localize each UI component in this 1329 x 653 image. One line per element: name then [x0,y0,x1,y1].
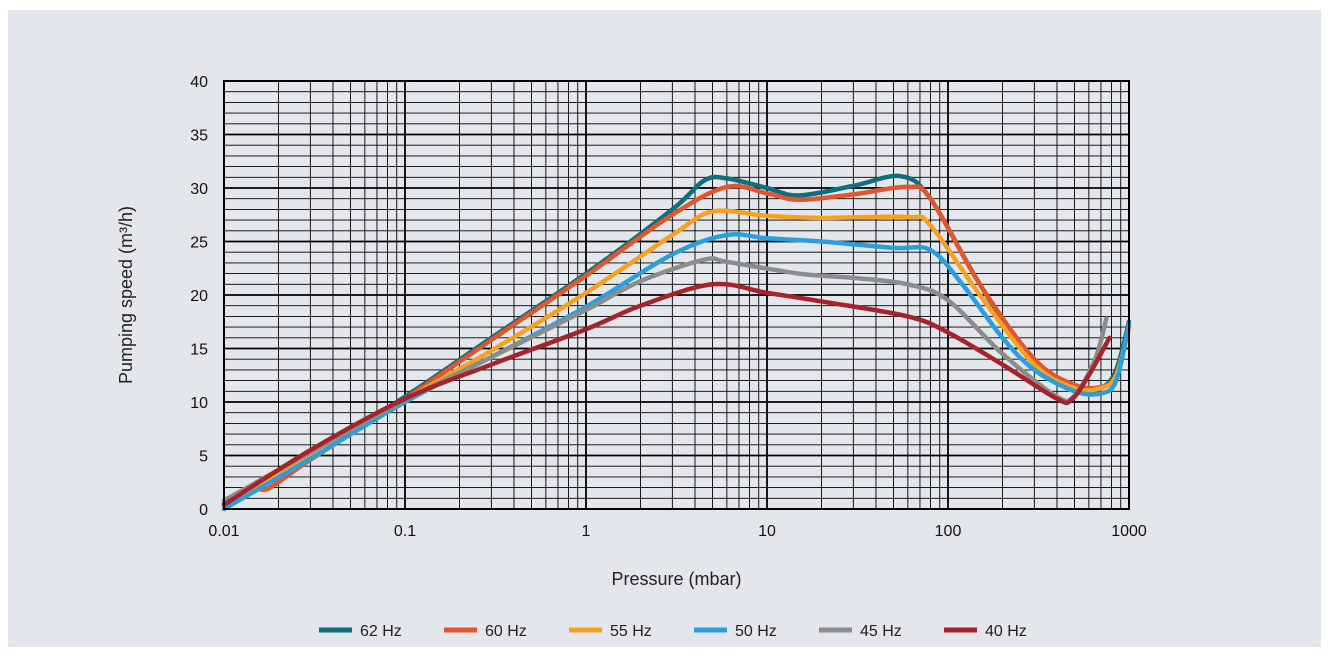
legend-label: 45 Hz [860,623,902,640]
y-tick-label: 30 [190,181,208,198]
legend-label: 62 Hz [360,623,402,640]
chart-panel: 0.01 0.1 1 10 100 1000 0 5 10 15 20 25 30 35 40 Press… [8,10,1321,647]
y-tick-labels: 0 5 10 15 20 25 30 35 40 [190,74,208,519]
series-layer [221,173,1132,512]
legend-label: 60 Hz [485,623,527,640]
y-tick-label: 40 [190,74,208,91]
legend-item-50-hz: 50 Hz [694,623,777,640]
x-tick-label: 100 [935,523,962,540]
legend-label: 50 Hz [735,623,777,640]
y-tick-label: 35 [190,128,208,145]
legend-label: 55 Hz [610,623,652,640]
legend-item-62-hz: 62 Hz [319,623,402,640]
plot-frame [223,80,1130,510]
y-tick-label: 5 [199,449,208,466]
x-tick-labels: 0.01 0.1 1 10 100 1000 [208,523,1146,540]
legend-label: 40 Hz [985,623,1027,640]
legend-item-60-hz: 60 Hz [444,623,527,640]
series-line-40-hz [221,281,1112,507]
x-tick-label: 0.1 [394,523,416,540]
legend-item-40-hz: 40 Hz [944,623,1027,640]
legend: 62 Hz 60 Hz 55 Hz 50 Hz 45 Hz 40 Hz [319,623,1027,640]
x-tick-label: 0.01 [208,523,239,540]
legend-item-55-hz: 55 Hz [569,623,652,640]
y-tick-label: 10 [190,395,208,412]
x-tick-label: 10 [758,523,776,540]
y-tick-label: 15 [190,342,208,359]
legend-item-45-hz: 45 Hz [819,623,902,640]
x-tick-label: 1000 [1111,523,1147,540]
series-line-50-hz [221,232,1132,512]
y-tick-label: 20 [190,288,208,305]
series-line-62-hz [221,173,1132,506]
y-tick-label: 25 [190,235,208,252]
x-axis-title: Pressure (mbar) [611,569,741,589]
y-tick-label: 0 [199,502,208,519]
x-tick-label: 1 [582,523,591,540]
y-axis-title: Pumping speed (m³/h) [116,206,136,384]
pumping-speed-chart: 0.01 0.1 1 10 100 1000 0 5 10 15 20 25 30 35 40 Press… [116,74,1147,640]
